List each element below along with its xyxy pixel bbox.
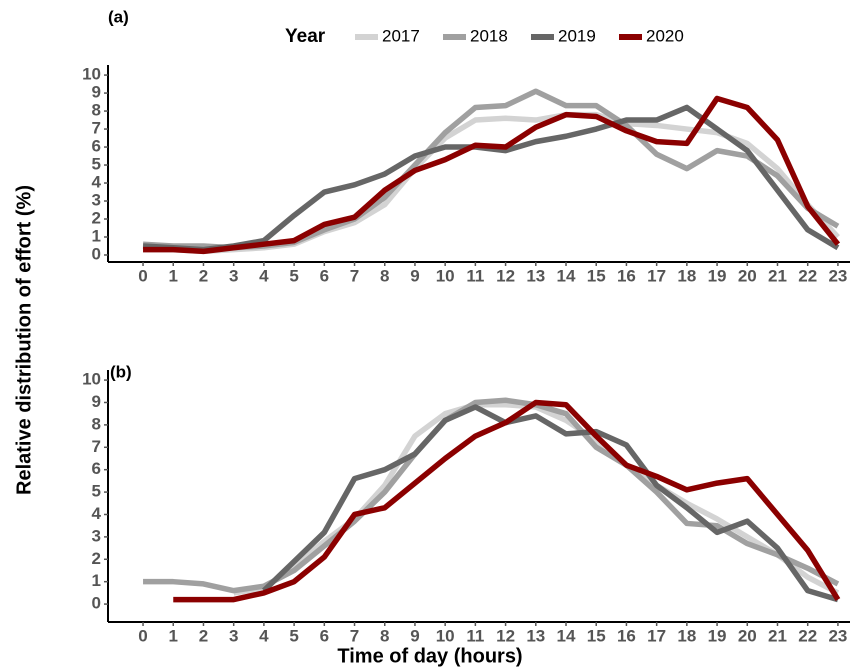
series-line: [143, 95, 841, 255]
x-tick-label: 12: [496, 266, 515, 285]
series-line: [142, 88, 840, 251]
x-tick-label: 16: [617, 266, 636, 285]
y-tick-label: 7: [92, 437, 101, 456]
x-tick-label: 10: [436, 266, 455, 285]
x-tick-label: 14: [557, 266, 576, 285]
x-tick-label: 9: [410, 266, 419, 285]
legend-title: Year: [285, 26, 326, 47]
x-tick-label: 4: [259, 266, 269, 285]
x-tick-label: 0: [138, 266, 147, 285]
x-tick-label: 21: [768, 626, 787, 645]
x-tick-label: 17: [647, 266, 666, 285]
x-tick-label: 23: [828, 626, 847, 645]
x-tick-label: 11: [466, 266, 484, 285]
y-tick-label: 4: [92, 173, 102, 192]
series-line: [143, 111, 840, 255]
x-tick-label: 5: [289, 266, 298, 285]
x-tick-label: 7: [350, 266, 359, 285]
series-line: [142, 104, 840, 253]
x-tick-label: 15: [587, 626, 606, 645]
y-tick-label: 0: [92, 244, 101, 263]
y-tick-label: 6: [92, 459, 101, 478]
y-tick-label: 5: [92, 155, 101, 174]
x-tick-label: 23: [828, 266, 847, 285]
x-tick-label: 22: [798, 266, 817, 285]
x-tick-label: 19: [708, 266, 727, 285]
x-tick-label: 8: [380, 626, 389, 645]
y-tick-label: 8: [92, 414, 101, 433]
y-tick-label: 7: [92, 119, 101, 138]
x-axis-label: Time of day (hours): [337, 645, 522, 667]
y-axis-label: Relative distribution of effort (%): [13, 185, 35, 495]
x-tick-label: 14: [557, 626, 576, 645]
legend-label: 2019: [558, 26, 596, 45]
panel-label: (a): [108, 7, 129, 26]
x-tick-label: 8: [380, 266, 389, 285]
y-tick-label: 10: [82, 65, 101, 84]
x-tick-label: 15: [587, 266, 606, 285]
series-line: [261, 404, 839, 603]
x-tick-label: 16: [617, 626, 636, 645]
x-tick-label: 13: [526, 626, 545, 645]
x-tick-label: 9: [410, 626, 419, 645]
x-tick-label: 12: [496, 626, 515, 645]
y-tick-label: 3: [92, 190, 101, 209]
legend-label: 2020: [646, 26, 684, 45]
y-tick-label: 3: [92, 526, 101, 545]
legend-label: 2017: [382, 26, 420, 45]
x-tick-label: 17: [647, 626, 666, 645]
y-tick-label: 9: [92, 392, 101, 411]
series-line: [173, 399, 841, 603]
y-tick-label: 4: [92, 504, 102, 523]
y-tick-label: 6: [92, 137, 101, 156]
x-tick-label: 2: [199, 266, 208, 285]
x-tick-label: 1: [169, 266, 178, 285]
y-tick-label: 0: [92, 594, 101, 613]
x-tick-label: 3: [229, 266, 238, 285]
series-line: [233, 401, 840, 596]
x-tick-label: 18: [677, 626, 696, 645]
x-tick-label: 18: [677, 266, 696, 285]
x-tick-label: 7: [350, 626, 359, 645]
y-tick-label: 2: [92, 549, 101, 568]
x-tick-label: 11: [466, 626, 484, 645]
panel-label: (b): [110, 362, 132, 381]
x-tick-label: 0: [138, 626, 147, 645]
x-tick-label: 21: [768, 266, 787, 285]
x-tick-label: 3: [229, 626, 238, 645]
y-tick-label: 5: [92, 482, 101, 501]
legend-label: 2018: [470, 26, 508, 45]
y-tick-label: 2: [92, 208, 101, 227]
x-tick-label: 4: [259, 626, 269, 645]
x-tick-label: 20: [738, 626, 757, 645]
x-tick-label: 13: [526, 266, 545, 285]
x-tick-label: 20: [738, 266, 757, 285]
x-tick-label: 22: [798, 626, 817, 645]
x-tick-label: 19: [708, 626, 727, 645]
y-tick-label: 1: [92, 226, 101, 245]
x-tick-label: 6: [320, 266, 329, 285]
y-tick-label: 8: [92, 101, 101, 120]
x-tick-label: 6: [320, 626, 329, 645]
y-tick-label: 10: [82, 370, 101, 389]
x-tick-label: 10: [436, 626, 455, 645]
y-tick-label: 1: [92, 571, 101, 590]
y-tick-label: 9: [92, 83, 101, 102]
x-tick-label: 2: [199, 626, 208, 645]
x-tick-label: 5: [289, 626, 298, 645]
x-tick-label: 1: [169, 626, 178, 645]
